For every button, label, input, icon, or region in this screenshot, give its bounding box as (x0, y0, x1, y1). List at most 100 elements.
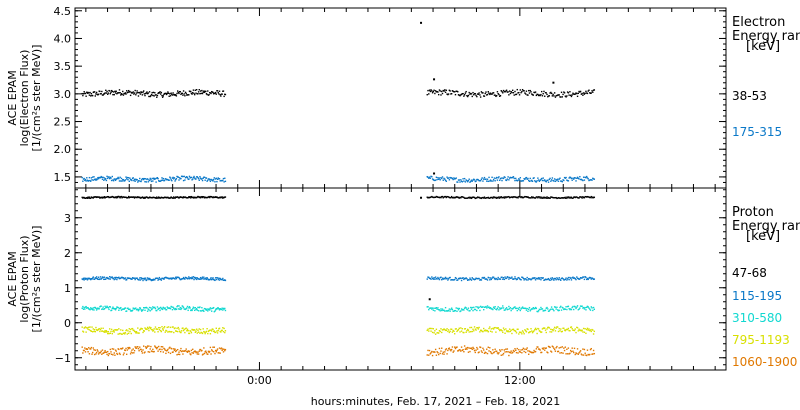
data-point-47-68 (574, 196, 576, 199)
data-point-1060-1900 (116, 353, 119, 356)
data-point-115-195 (563, 279, 565, 281)
data-point-38-53 (537, 93, 539, 96)
data-point-1060-1900 (456, 346, 458, 348)
data-point-795-1193 (138, 332, 140, 334)
data-point-47-68 (118, 196, 121, 198)
data-point-47-68 (505, 196, 508, 198)
data-point-175-315 (592, 178, 595, 180)
data-point-1060-1900 (142, 349, 144, 351)
data-point-175-315 (555, 178, 557, 181)
data-point-1060-1900 (429, 353, 431, 355)
data-point-115-195 (218, 279, 221, 281)
data-point-310-580 (131, 309, 134, 312)
data-point-115-195 (175, 276, 177, 278)
data-point-310-580 (518, 306, 521, 309)
data-point-795-1193 (540, 331, 543, 333)
data-point-310-580 (535, 307, 538, 310)
data-point-47-68 (584, 195, 586, 198)
data-point-115-195 (475, 277, 477, 279)
data-point-310-580 (547, 308, 549, 310)
data-point-795-1193 (436, 332, 438, 334)
data-point-115-195 (557, 278, 559, 280)
data-point-115-195 (178, 276, 180, 279)
data-point-38-53 (201, 92, 204, 95)
data-point-795-1193 (511, 332, 513, 335)
data-point-795-1193 (89, 326, 91, 328)
data-point-115-195 (574, 278, 576, 280)
data-point-115-195 (97, 278, 99, 280)
data-point-115-195 (556, 277, 558, 279)
data-point-38-53 (434, 90, 437, 92)
data-point-47-68 (583, 196, 586, 199)
data-point-310-580 (562, 307, 564, 309)
data-point-115-195 (210, 277, 212, 279)
data-point-310-580 (440, 308, 442, 310)
data-point-38-53 (473, 94, 475, 96)
data-point-175-315 (467, 179, 470, 182)
data-point-310-580 (197, 306, 199, 309)
data-point-175-315 (579, 175, 581, 178)
data-point-47-68 (531, 197, 534, 199)
data-point-47-68 (556, 197, 558, 200)
data-point-175-315 (518, 178, 520, 180)
data-point-47-68 (576, 196, 579, 199)
data-point-1060-1900 (563, 347, 565, 349)
data-point-115-195 (585, 276, 587, 279)
data-point-175-315 (588, 179, 590, 182)
data-point-1060-1900 (90, 348, 92, 350)
data-point-1060-1900 (205, 351, 208, 354)
data-point-795-1193 (465, 331, 467, 333)
data-point-1060-1900 (428, 349, 431, 352)
data-point-1060-1900 (544, 349, 546, 351)
data-point-47-68 (516, 196, 518, 198)
data-point-795-1193 (118, 328, 120, 330)
data-point-1060-1900 (450, 350, 452, 352)
data-point-115-195 (454, 278, 456, 281)
data-point-47-68 (430, 196, 432, 198)
data-point-1060-1900 (112, 354, 114, 356)
data-point-38-53 (483, 95, 486, 97)
data-point-47-68 (482, 196, 484, 199)
data-point-795-1193 (426, 329, 428, 332)
data-point-1060-1900 (212, 351, 215, 353)
data-point-310-580 (84, 308, 86, 310)
data-point-795-1193 (475, 329, 477, 331)
data-point-38-53 (100, 93, 102, 95)
data-point-175-315 (129, 177, 131, 179)
data-point-175-315 (150, 180, 153, 183)
y-axis-label-line: log(Electron Flux) (18, 50, 31, 147)
data-point-47-68 (461, 196, 464, 198)
data-point-175-315 (518, 179, 521, 181)
data-point-115-195 (561, 277, 563, 279)
data-point-175-315 (134, 180, 136, 182)
data-point-1060-1900 (503, 349, 505, 351)
data-point-47-68 (547, 196, 550, 199)
data-point-795-1193 (516, 328, 518, 330)
data-point-795-1193 (526, 328, 528, 330)
data-point-115-195 (146, 279, 148, 281)
data-point-47-68 (480, 197, 483, 200)
data-point-115-195 (437, 277, 440, 280)
legend-title-line: Electron (732, 15, 785, 30)
legend-entry-1060-1900: 1060-1900 (732, 355, 797, 369)
data-point-38-53 (148, 95, 150, 98)
data-point-795-1193 (584, 328, 586, 330)
data-point-1060-1900 (188, 350, 190, 352)
data-point-38-53 (466, 94, 468, 97)
data-point-47-68 (499, 196, 502, 198)
data-point-1060-1900 (195, 351, 198, 353)
data-point-310-580 (114, 307, 116, 310)
data-point-38-53 (540, 93, 542, 96)
data-point-1060-1900 (550, 350, 552, 352)
data-point-38-53 (203, 91, 206, 93)
data-point-1060-1900 (450, 348, 453, 351)
data-point-795-1193 (122, 329, 124, 332)
data-point-795-1193 (447, 329, 450, 331)
data-point-1060-1900 (583, 348, 586, 351)
data-point-115-195 (90, 278, 92, 281)
data-point-38-53 (90, 92, 93, 95)
data-point-175-315 (171, 177, 174, 179)
data-point-47-68 (174, 197, 176, 199)
data-point-47-68 (476, 197, 478, 199)
data-point-38-53 (551, 95, 554, 97)
